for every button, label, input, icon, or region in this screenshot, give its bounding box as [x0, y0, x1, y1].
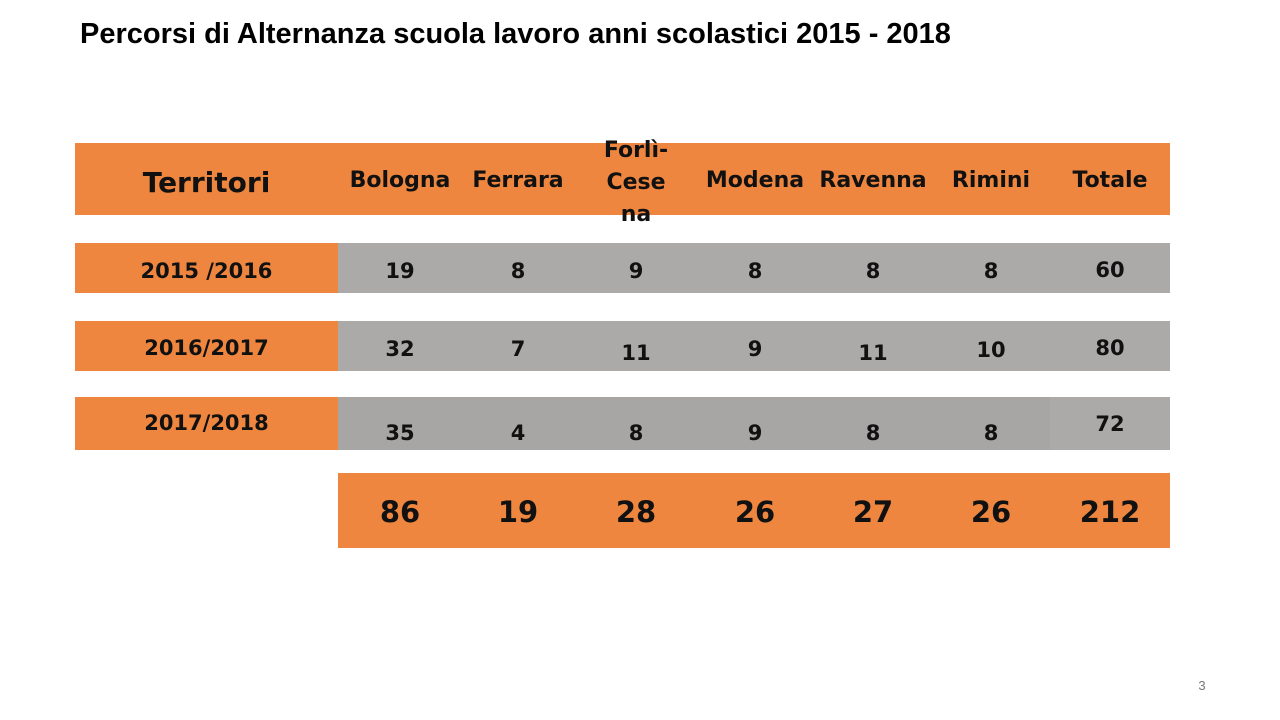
table-cell: 7	[510, 337, 526, 361]
row-label-band	[75, 397, 338, 450]
table-cell: 11	[858, 341, 888, 365]
table-cell: 9	[747, 337, 763, 361]
row-total: 80	[1095, 336, 1125, 360]
table-cell: 35	[385, 421, 415, 445]
table-cell: 11	[621, 341, 651, 365]
total-cell: 27	[852, 495, 894, 529]
total-cell: 19	[497, 495, 539, 529]
header-ravenna: Ravenna	[819, 168, 927, 193]
totals-band	[338, 473, 1170, 548]
table-cell: 8	[510, 259, 526, 283]
row-total: 72	[1050, 397, 1170, 450]
total-cell: 26	[734, 495, 776, 529]
table-cell: 32	[385, 337, 415, 361]
total-cell: 86	[379, 495, 421, 529]
row-label-band	[75, 243, 338, 293]
header-totale: Totale	[1072, 168, 1148, 193]
table-cell: 19	[385, 259, 415, 283]
row-values-band	[338, 321, 1170, 371]
row-label: 2017/2018	[144, 411, 269, 435]
header-band	[75, 143, 1170, 215]
total-cell: 26	[970, 495, 1012, 529]
table-cell: 10	[976, 338, 1006, 362]
page-number: 3	[1198, 678, 1206, 693]
table-cell: 9	[747, 421, 763, 445]
row-label: 2015 /2016	[140, 259, 273, 283]
total-cell: 28	[615, 495, 657, 529]
row-values-band	[338, 397, 1170, 450]
header-modena: Modena	[705, 168, 805, 193]
slide-title: Percorsi di Alternanza scuola lavoro ann…	[80, 18, 951, 50]
table-cell: 8	[983, 421, 999, 445]
table-cell: 4	[510, 421, 526, 445]
table-cell: 8	[628, 421, 644, 445]
row-label: 2016/2017	[144, 336, 269, 360]
header-forli-cesena: Forlì-Cesena	[603, 138, 669, 227]
header-rimini: Rimini	[951, 168, 1031, 193]
table-cell: 8	[865, 259, 881, 283]
row-values-band	[338, 243, 1170, 293]
header-bologna: Bologna	[349, 168, 451, 193]
header-ferrara: Ferrara	[472, 168, 564, 193]
grand-total-cell: 212	[1079, 495, 1141, 529]
table-cell: 8	[983, 259, 999, 283]
header-territori: Territori	[142, 166, 271, 199]
table-cell: 8	[747, 259, 763, 283]
row-label-band	[75, 321, 338, 371]
row-total: 60	[1095, 258, 1125, 282]
table-cell: 9	[628, 259, 644, 283]
table-cell: 8	[865, 421, 881, 445]
